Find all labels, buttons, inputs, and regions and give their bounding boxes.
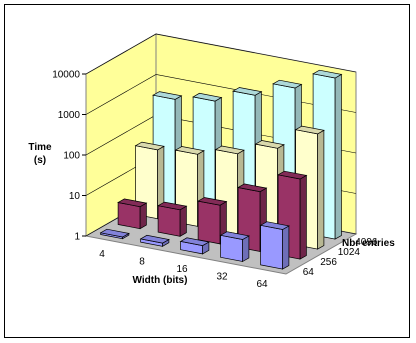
bar-top [294, 125, 325, 135]
bar-top [192, 92, 223, 102]
x-tick-label: 32 [216, 272, 228, 283]
bar-side [179, 205, 187, 237]
bar-top [152, 91, 183, 100]
bar [179, 237, 210, 255]
y-tick-label: 1 [74, 232, 80, 243]
y-tick-label: 1000 [58, 110, 81, 121]
bar-top [197, 197, 228, 206]
bar-front [117, 202, 141, 230]
bar [219, 231, 250, 263]
z-axis-title: Nbr entries [342, 238, 395, 249]
bar-front [260, 224, 283, 270]
bar [197, 197, 228, 245]
x-tick-label: 4 [99, 249, 105, 260]
bar-top [259, 221, 290, 230]
x-axis-title: Width (bits) [133, 275, 188, 286]
bar-top [219, 231, 250, 240]
bar-top [157, 201, 188, 211]
bar-front [220, 234, 243, 262]
z-tick-label: 1024 [338, 247, 361, 258]
y-tick-label: 10 [69, 191, 81, 202]
bar-side [139, 202, 147, 230]
bar-top [179, 237, 210, 246]
bar-front [157, 205, 181, 237]
y-tick-label: 10000 [52, 70, 80, 81]
bar [117, 198, 148, 230]
x-tick-label: 8 [139, 256, 145, 267]
bar-top [232, 87, 263, 96]
bar-top [254, 140, 285, 149]
gridline [85, 33, 357, 75]
bar-top [117, 198, 148, 208]
bar-top [99, 228, 130, 238]
z-tick-label: 4096 [355, 237, 378, 248]
bar-top [134, 141, 165, 151]
x-tick-label: 16 [176, 264, 188, 275]
bar-top [312, 69, 343, 79]
bar [139, 234, 170, 247]
bar-top [139, 234, 170, 244]
bar-side [317, 129, 325, 250]
bar [134, 141, 165, 220]
bar-side [282, 225, 290, 270]
chart-bars [99, 69, 343, 270]
y-tick-label: 100 [63, 151, 80, 162]
y-axis-title-line1: Time [28, 142, 52, 153]
bar-top [272, 79, 303, 89]
x-tick-label: 64 [256, 279, 268, 290]
bar [99, 228, 130, 240]
bar-top [237, 183, 268, 193]
bar-side [242, 235, 250, 263]
bar-front [197, 200, 221, 245]
bar-top [174, 146, 205, 155]
bar-top [277, 170, 308, 180]
z-tick-label: 256 [320, 257, 337, 268]
bar-top [214, 145, 245, 155]
bar-side [299, 174, 307, 260]
bar-side [334, 73, 342, 240]
bar [259, 221, 290, 270]
z-tick-label: 64 [303, 267, 315, 278]
bar [157, 201, 188, 237]
y-axis-title-line2: (s) [34, 155, 46, 166]
